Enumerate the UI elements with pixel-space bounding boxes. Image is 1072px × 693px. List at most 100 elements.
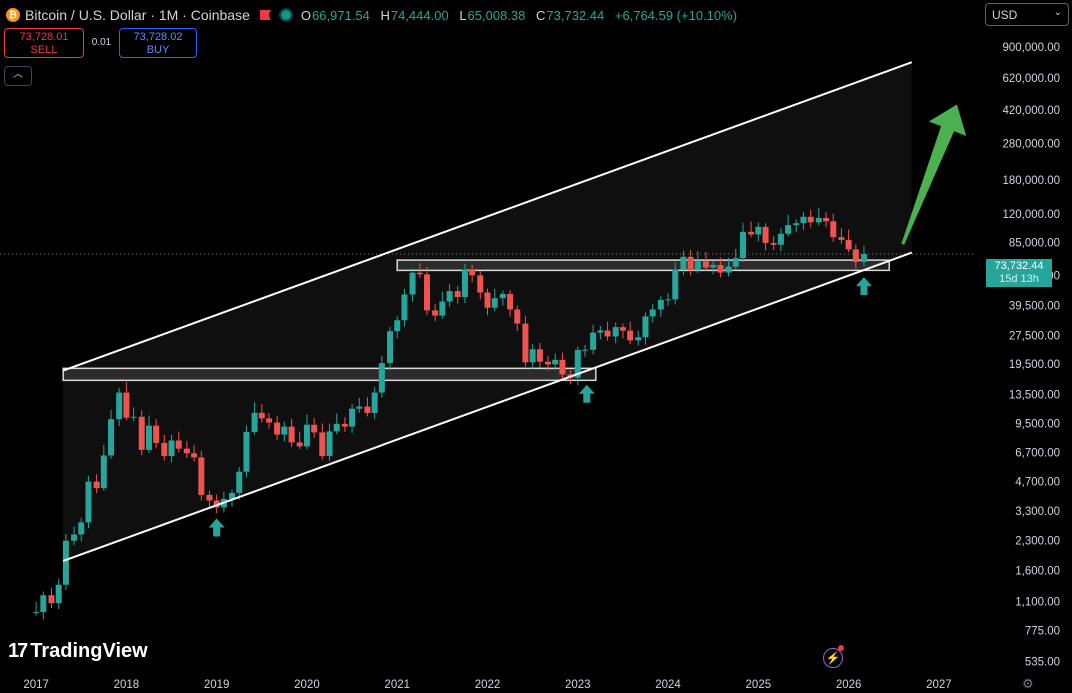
bar-countdown: 15d 13h: [999, 273, 1039, 285]
symbol-title[interactable]: Bitcoin / U.S. Dollar · 1M · Coinbase: [25, 7, 250, 23]
x-tick-label: 2026: [836, 679, 862, 691]
candle-body: [739, 231, 746, 259]
candle-body: [153, 425, 160, 443]
candle-body: [258, 412, 265, 419]
candle-body: [717, 264, 724, 273]
candle-body: [116, 392, 123, 420]
candle-body: [461, 269, 468, 298]
tradingview-wordmark: TradingView: [30, 640, 148, 662]
candle-body: [319, 432, 326, 457]
current-price: 73,732.44: [994, 260, 1044, 272]
candle-body: [823, 217, 830, 222]
buy-button[interactable]: 73,728.02 BUY: [119, 28, 197, 58]
candle-body: [544, 361, 551, 365]
candle-body: [439, 301, 446, 316]
candle-body: [536, 349, 543, 362]
support-zone-1: [62, 367, 597, 382]
spread-value: 0.01: [91, 37, 112, 48]
currency-select[interactable]: USD ⌄: [985, 3, 1069, 26]
y-tick-label: 3,300.00: [1015, 506, 1060, 518]
candle-body: [770, 242, 777, 245]
low-value: 65,008.38: [467, 7, 526, 23]
y-tick-label: 6,700.00: [1015, 447, 1060, 459]
x-tick-label: 2021: [384, 679, 410, 691]
candle-body: [183, 448, 190, 454]
candle-body: [85, 481, 92, 523]
y-tick-label: 2,300.00: [1015, 536, 1060, 548]
y-tick-label: 19,500.00: [1009, 359, 1060, 371]
candle-body: [507, 293, 514, 310]
candle-body: [807, 216, 814, 223]
ohlc-readout: O66,971.54 H74,444.00 L65,008.38 C73,732…: [300, 7, 738, 23]
candle-body: [33, 612, 40, 614]
gear-icon[interactable]: ⚙: [1022, 676, 1034, 691]
candle-body: [860, 254, 867, 262]
candle-body: [71, 534, 78, 541]
candle-body: [387, 331, 393, 364]
buy-label: BUY: [146, 44, 170, 56]
candle-body: [559, 359, 566, 375]
x-tick-label: 2018: [114, 679, 140, 691]
tradingview-logo-mark: 17: [8, 640, 28, 662]
x-tick-label: 2027: [926, 679, 952, 691]
y-tick-label: 39,500.00: [1009, 301, 1060, 313]
candle-body: [206, 494, 213, 501]
candle-body: [755, 226, 762, 235]
up-arrow-marker-3: [855, 277, 872, 296]
sell-price: 73,728.01: [19, 31, 69, 43]
x-tick-label: 2023: [565, 679, 591, 691]
y-tick-label: 775.00: [1025, 626, 1060, 638]
candle-body: [145, 425, 152, 450]
candle-body: [454, 291, 461, 298]
candle-body: [296, 442, 303, 447]
chevron-up-icon[interactable]: ︿: [4, 66, 32, 86]
candle-body: [394, 320, 401, 332]
channel-upper-line: [62, 61, 913, 372]
y-tick-label: 85,000.00: [1009, 237, 1060, 249]
x-tick-label: 2022: [475, 679, 501, 691]
candle-body: [62, 540, 69, 585]
candle-body: [694, 261, 701, 271]
candle-body: [582, 349, 588, 351]
tradingview-logo[interactable]: 17 TradingView: [8, 640, 148, 663]
symbol-header: ₿ Bitcoin / U.S. Dollar · 1M · Coinbase …: [6, 6, 744, 24]
candle-body: [710, 264, 717, 268]
current-price-tag: 73,732.44 15d 13h: [986, 259, 1052, 287]
candle-body: [198, 457, 205, 495]
sell-button[interactable]: 73,728.01 SELL: [4, 28, 84, 58]
candle-body: [732, 258, 739, 267]
candle-body: [597, 330, 604, 333]
candle-body: [48, 595, 55, 604]
sell-label: SELL: [30, 44, 58, 56]
candle-body: [604, 330, 611, 337]
candle-body: [815, 217, 822, 223]
candle-body: [687, 256, 694, 271]
y-tick-label: 13,500.00: [1009, 389, 1060, 401]
candle-body: [552, 359, 559, 365]
candle-body: [281, 426, 288, 435]
candle-body: [657, 299, 664, 310]
candle-body: [845, 239, 852, 250]
candle-body: [484, 292, 491, 308]
candle-body: [168, 440, 175, 457]
up-arrow-marker-2: [578, 384, 595, 403]
x-tick-label: 2019: [204, 679, 230, 691]
candle-body: [341, 423, 348, 427]
candle-body: [288, 426, 295, 443]
y-tick-label: 420,000.00: [1002, 105, 1060, 117]
candle-body: [333, 423, 340, 432]
lightning-icon[interactable]: ⚡: [823, 645, 844, 668]
candle-body: [161, 442, 168, 457]
candle-body: [311, 424, 318, 433]
channel-lower-line: [62, 251, 913, 562]
candle-body: [266, 418, 273, 423]
candle-body: [93, 481, 100, 489]
flag-icon[interactable]: [259, 10, 271, 20]
chevron-down-icon: ⌄: [1053, 7, 1062, 18]
y-tick-label: 620,000.00: [1002, 73, 1060, 85]
candle-body: [680, 256, 687, 270]
candle-body: [529, 349, 536, 363]
candle-body: [800, 216, 807, 224]
candle-body: [748, 231, 755, 235]
